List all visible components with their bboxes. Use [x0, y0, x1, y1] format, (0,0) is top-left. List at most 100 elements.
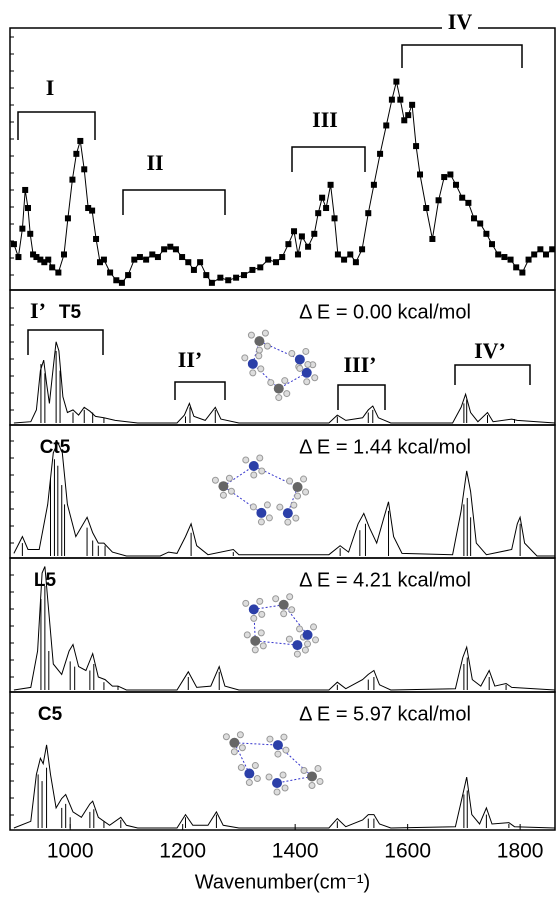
hydrogen-atom [252, 647, 258, 653]
hydrogen-atom [251, 615, 257, 621]
hydrogen-atom [302, 647, 308, 653]
data-point [371, 182, 377, 188]
molecule-structure [243, 594, 319, 657]
hydrogen-atom [303, 348, 309, 354]
data-point [191, 267, 197, 273]
structure-label: L5 [34, 570, 57, 591]
hydrogen-atom [239, 745, 245, 751]
carbon-atom [279, 600, 289, 610]
hydrogen-atom [228, 488, 234, 494]
structure-label: C5 [38, 704, 63, 725]
data-point [465, 200, 471, 206]
data-point [11, 241, 17, 247]
carbon-atom [250, 636, 260, 646]
hydrogen-atom [281, 611, 287, 617]
data-point [377, 151, 383, 157]
data-point [526, 257, 532, 263]
hydrogen-atom [256, 353, 262, 359]
hydrogen-atom [262, 330, 268, 336]
spectrum-curve [14, 443, 555, 557]
carbon-atom [218, 481, 228, 491]
hydrogen-atom [289, 350, 295, 356]
data-point [161, 246, 167, 252]
data-point [265, 257, 271, 263]
data-point [273, 259, 279, 265]
data-point [55, 270, 61, 276]
hydrogen-atom [277, 504, 283, 510]
panel-frame [10, 28, 555, 290]
hydrogen-atom [256, 347, 262, 353]
data-point [347, 251, 353, 257]
hydrogen-atom [312, 375, 318, 381]
data-point [285, 241, 291, 247]
data-point [22, 187, 28, 193]
carbon-atom [293, 482, 303, 492]
data-point [483, 231, 489, 237]
data-point [405, 112, 411, 118]
data-point [543, 251, 549, 257]
data-point [305, 244, 311, 250]
panel-frame [10, 692, 555, 830]
hydrogen-atom [287, 594, 293, 600]
data-point [137, 254, 143, 260]
data-point [93, 236, 99, 242]
bracket [18, 112, 95, 140]
hydrogen-atom [266, 774, 272, 780]
data-point [27, 231, 33, 237]
hydrogen-atom [281, 734, 287, 740]
data-point [15, 254, 21, 260]
data-point [143, 257, 149, 263]
hydrogen-atom [282, 785, 288, 791]
hydrogen-atom [301, 767, 307, 773]
data-point [319, 195, 325, 201]
bracket-label: IV’ [474, 338, 506, 363]
carbon-atom [274, 384, 284, 394]
data-point [383, 122, 389, 128]
data-point [25, 205, 31, 211]
data-point [101, 257, 107, 263]
data-point [323, 205, 329, 211]
nitrogen-atom [295, 354, 305, 364]
data-point [508, 257, 514, 263]
bracket-label: III’ [343, 352, 376, 377]
nitrogen-atom [283, 508, 293, 518]
nitrogen-atom [249, 461, 259, 471]
data-point [471, 215, 477, 221]
data-point [233, 275, 239, 281]
carbon-atom [307, 771, 317, 781]
hydrogen-atom [295, 493, 301, 499]
bracket-label: II [146, 150, 163, 175]
bracket [123, 190, 225, 215]
bracket-label: II’ [178, 347, 202, 372]
data-point [225, 277, 231, 283]
hydrogen-atom [285, 519, 291, 525]
data-point [353, 259, 359, 265]
hydrogen-atom [242, 355, 248, 361]
data-point [501, 254, 507, 260]
data-point [119, 280, 125, 286]
data-point [423, 205, 429, 211]
molecule-structure [223, 732, 323, 795]
bracket [28, 330, 103, 355]
data-point [311, 231, 317, 237]
data-point [73, 151, 79, 157]
bond [284, 605, 308, 635]
hydrogen-atom [280, 772, 286, 778]
data-point [537, 246, 543, 252]
nitrogen-atom [249, 604, 259, 614]
data-point [359, 246, 365, 252]
hydrogen-atom [286, 636, 292, 642]
structure-label: T5 [59, 302, 82, 323]
hydrogen-atom [289, 607, 295, 613]
nitrogen-atom [292, 640, 302, 650]
hydrogen-atom [250, 370, 256, 376]
hydrogen-atom [260, 643, 266, 649]
hydrogen-atom [244, 632, 250, 638]
hydrogen-atom [268, 380, 274, 386]
bracket [402, 45, 522, 68]
hydrogen-atom [305, 641, 311, 647]
data-point [519, 270, 525, 276]
carbon-atom [254, 336, 264, 346]
bracket [338, 385, 385, 410]
data-point [125, 272, 131, 278]
